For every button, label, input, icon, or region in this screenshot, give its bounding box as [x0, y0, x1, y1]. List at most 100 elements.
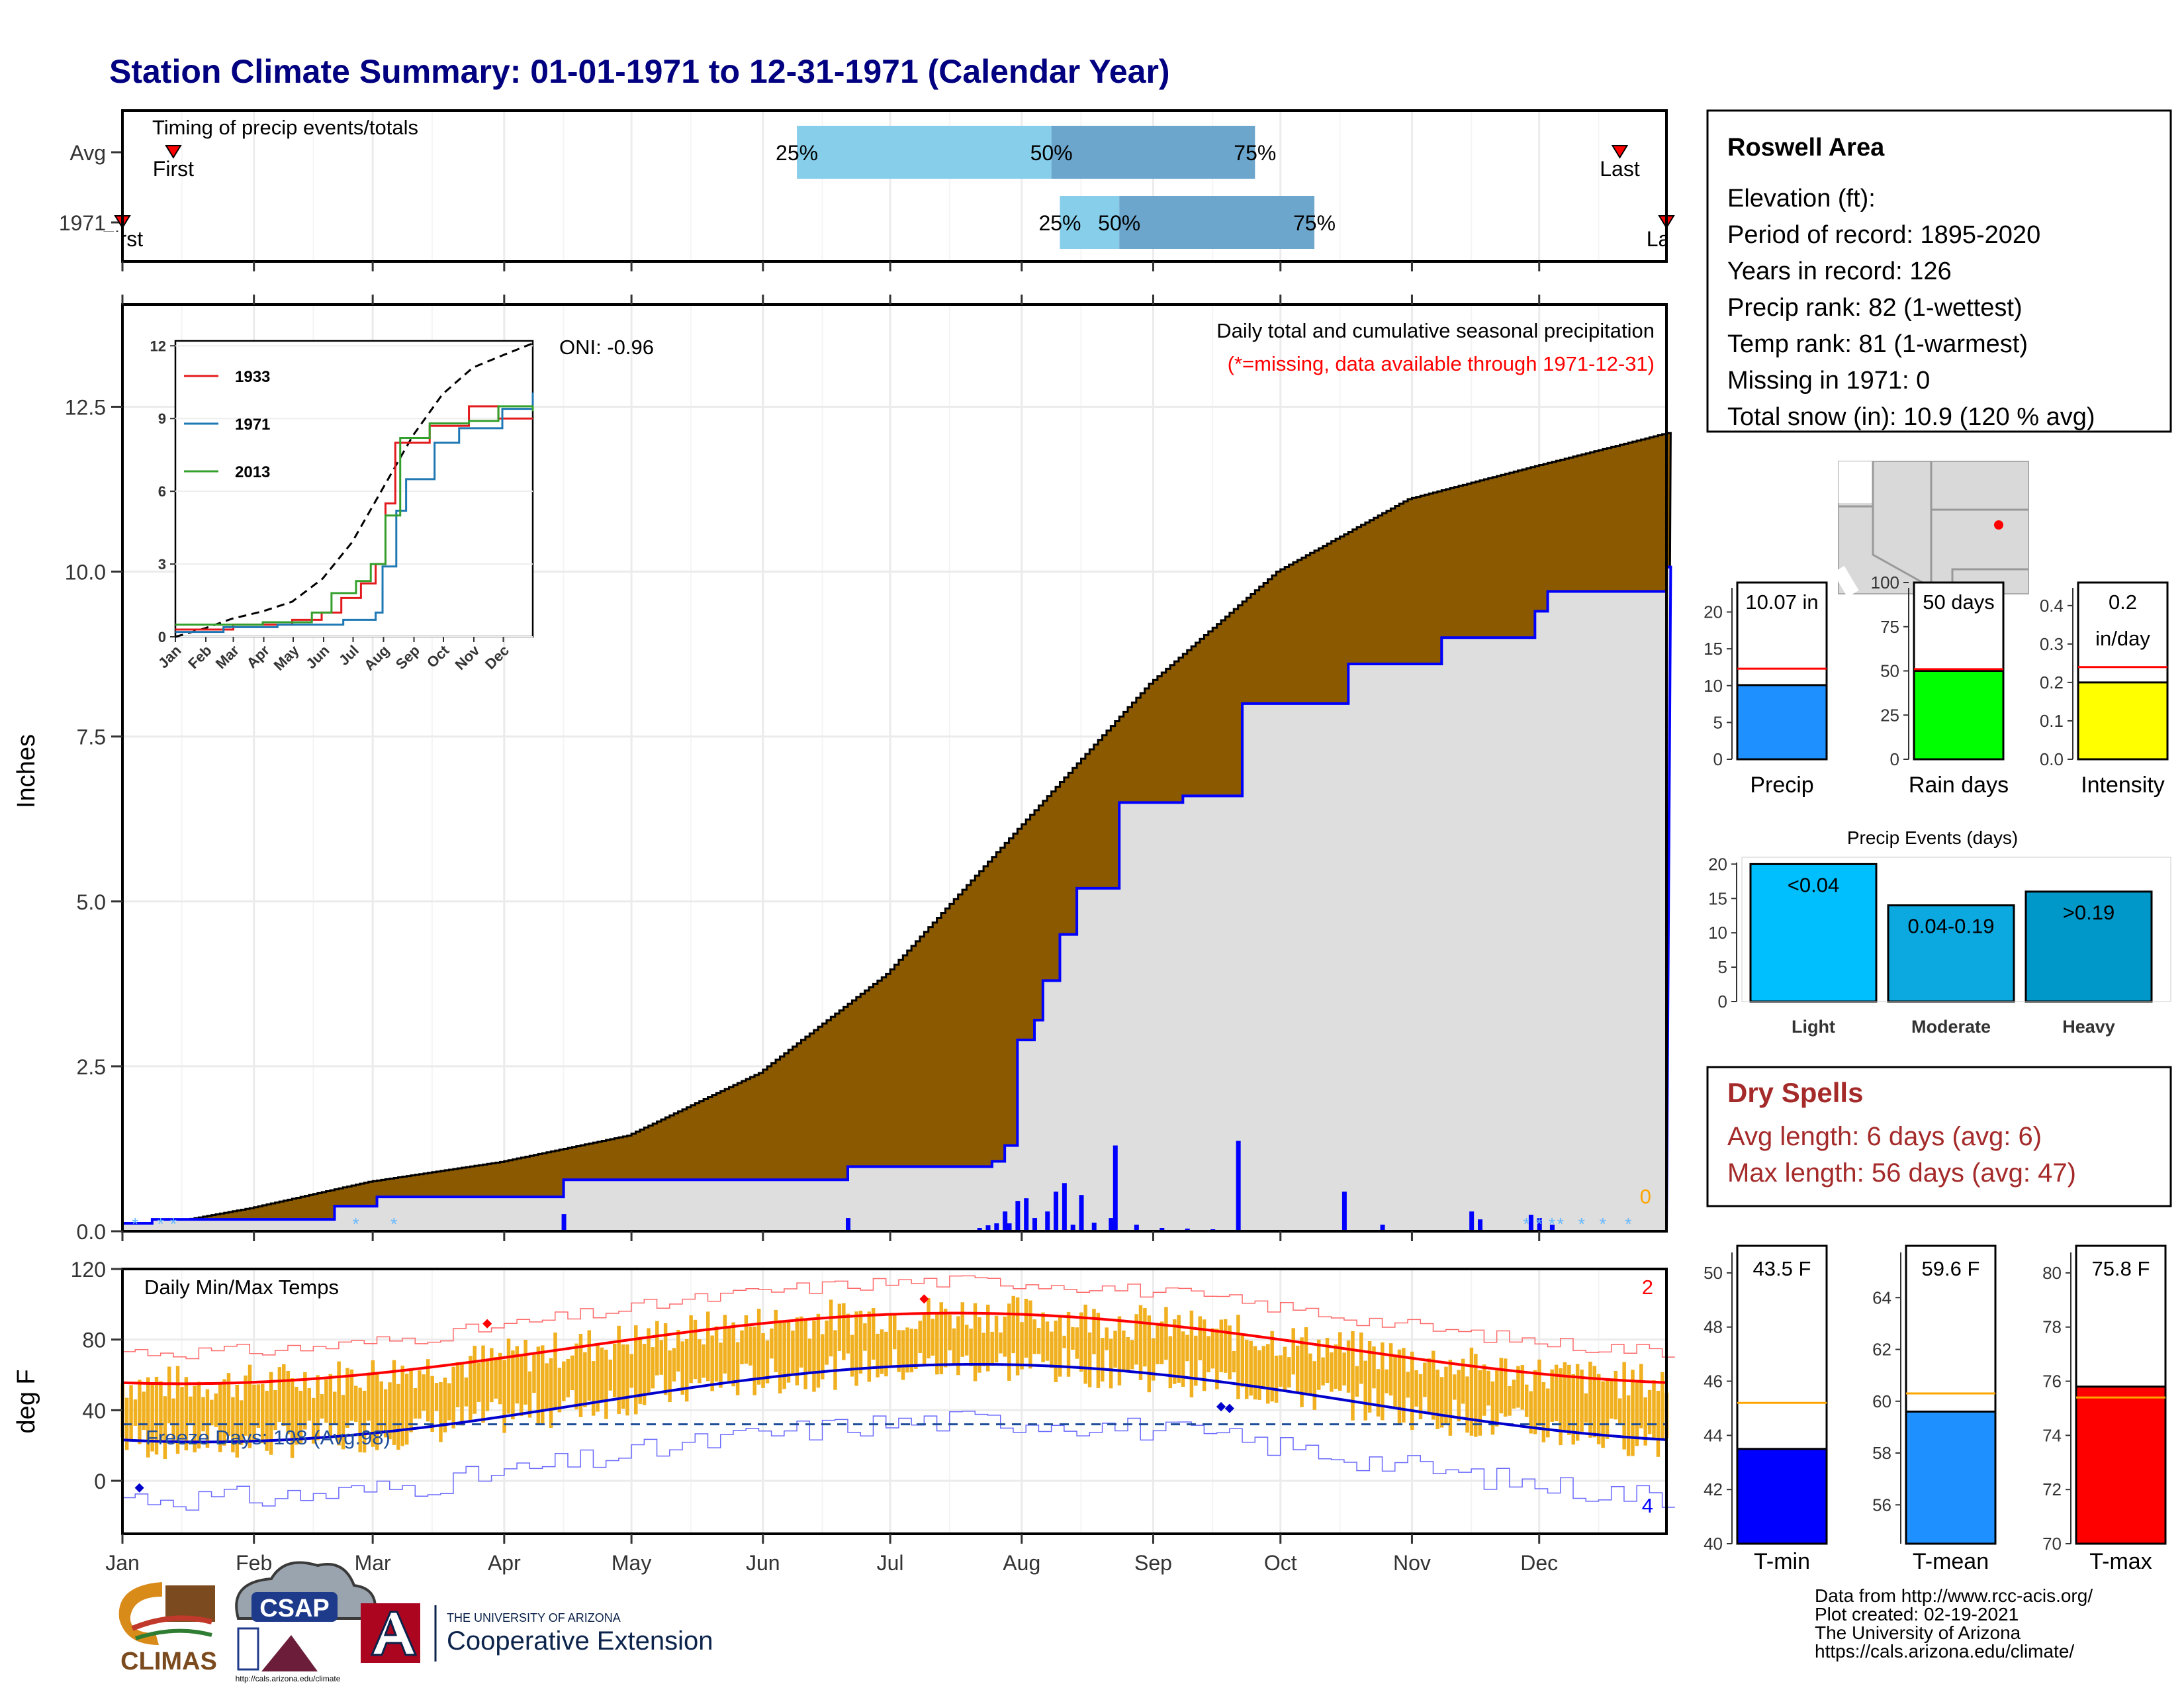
daily-temp-range [812, 1320, 816, 1392]
month-label: May [612, 1551, 651, 1575]
daily-temp-range [1291, 1328, 1295, 1375]
daily-temp-range [298, 1390, 303, 1444]
climas-logo-text: CLIMAS [120, 1648, 217, 1675]
event-bar [1749, 863, 1878, 1003]
daily-temp-range [705, 1311, 710, 1382]
daily-temp-range [443, 1378, 447, 1432]
station-location-dot [1994, 520, 2003, 530]
daily-temp-range [1304, 1327, 1308, 1393]
station-info-line: Period of record: 1895-2020 [1727, 221, 2040, 249]
timing-bar-50-75 [1051, 126, 1255, 179]
daily-temp-range [1529, 1391, 1533, 1434]
footer-line: Data from http://www.rcc-acis.org/ [1815, 1585, 2093, 1606]
ua-bottom-text: Cooperative Extension [447, 1626, 713, 1656]
bar-panel-label: Intensity [2081, 773, 2165, 798]
event-bar-label: 0.04-0.19 [1908, 915, 1995, 938]
station-info-line: Temp rank: 81 (1-warmest) [1727, 330, 2028, 358]
daily-temp-range [1402, 1348, 1406, 1423]
temp-bar-ytick-label: 48 [1704, 1317, 1723, 1337]
temp-bar-ytick-label: 72 [2042, 1479, 2062, 1499]
temp-bar-value-label: 75.8 F [2092, 1257, 2150, 1280]
daily-temp-range [1334, 1344, 1338, 1389]
daily-temp-range [1253, 1346, 1257, 1400]
record-high-marker [482, 1319, 492, 1329]
daily-temp-range [1614, 1370, 1618, 1420]
daily-temp-range [1147, 1315, 1152, 1393]
daily-temp-range [256, 1384, 261, 1429]
daily-temp-range [791, 1331, 795, 1374]
daily-temp-range [231, 1397, 235, 1453]
daily-temp-range [1601, 1381, 1605, 1448]
timing-pct-50: 50% [1098, 211, 1140, 235]
temp-bar-label: T-mean [1913, 1549, 1989, 1574]
temp-bar-ytick-label: 50 [1704, 1263, 1723, 1283]
daily-temp-range [1228, 1325, 1232, 1380]
bar-panel-ytick-label: 75 [1880, 617, 1899, 637]
daily-temp-range [193, 1385, 197, 1452]
daily-temp-range [1194, 1335, 1198, 1386]
temp-ytick-label: 0 [94, 1470, 106, 1493]
daily-temp-range [1087, 1332, 1092, 1387]
temp-bar-ytick-label: 80 [2042, 1263, 2062, 1283]
daily-temp-range [201, 1397, 205, 1432]
daily-temp-range [1003, 1316, 1007, 1357]
ua-logo: THE UNIVERSITY OF ARIZONA Cooperative Ex… [361, 1603, 713, 1663]
precip-panel: * * * * * * * * * * * * Inches 0.02.55.07.510.012.5… [13, 303, 1672, 1244]
station-info-line: Years in record: 126 [1727, 258, 1952, 285]
daily-temp-range [1482, 1364, 1486, 1416]
bar-panel-ytick-label: 5 [1713, 712, 1723, 732]
daily-temp-range [1453, 1374, 1457, 1400]
daily-temp-range [1533, 1370, 1537, 1434]
precip-ytick-label: 7.5 [77, 726, 106, 749]
daily-temp-range [1041, 1312, 1045, 1362]
daily-temp-range [850, 1335, 854, 1377]
daily-temp-range [1181, 1331, 1185, 1387]
daily-temp-range [146, 1377, 150, 1458]
month-label: Apr [488, 1551, 521, 1575]
temp-bar-ytick-label: 74 [2042, 1425, 2062, 1445]
daily-temp-range [723, 1315, 727, 1374]
daily-temp-range [1554, 1364, 1559, 1422]
events-ytick-label: 20 [1708, 854, 1727, 874]
daily-temp-range [1631, 1370, 1635, 1456]
month-label: Aug [1003, 1551, 1040, 1575]
daily-temp-range [1503, 1358, 1508, 1417]
daily-temp-range [1054, 1321, 1058, 1382]
daily-temp-range [1066, 1311, 1071, 1377]
event-bar [1887, 904, 2015, 1003]
daily-temp-range [426, 1359, 430, 1422]
daily-temp-range [1643, 1397, 1647, 1446]
daily-temp-range [375, 1373, 379, 1450]
temp-count-top: 2 [1642, 1276, 1653, 1299]
daily-temp-range [1160, 1321, 1164, 1364]
daily-precip-bar [1045, 1211, 1050, 1231]
daily-temp-range [816, 1313, 821, 1388]
daily-temp-range [1490, 1381, 1495, 1435]
daily-temp-range [1541, 1382, 1546, 1442]
snow-marker: * [1549, 1214, 1555, 1234]
temp-bar-value [1736, 1448, 1828, 1545]
daily-temp-range [735, 1342, 740, 1395]
daily-temp-range [749, 1327, 752, 1366]
daily-temp-range [1559, 1368, 1563, 1446]
daily-temp-range [583, 1352, 587, 1407]
freeze-days-label: Freeze Days: 108 (Avg:98) [146, 1426, 390, 1449]
daily-temp-range [986, 1304, 990, 1372]
daily-temp-range [1177, 1315, 1181, 1383]
daily-precip-bar [1003, 1211, 1008, 1231]
daily-temp-range [235, 1384, 240, 1458]
daily-temp-range [1626, 1395, 1631, 1456]
daily-precip-bar [985, 1225, 991, 1231]
daily-temp-range [286, 1370, 290, 1434]
daily-temp-range [1113, 1331, 1117, 1368]
daily-temp-range [617, 1325, 621, 1415]
daily-temp-range [710, 1335, 714, 1391]
daily-temp-range [167, 1366, 171, 1424]
daily-temp-range [651, 1347, 655, 1389]
daily-temp-range [358, 1387, 362, 1452]
timing-pct-75: 75% [1234, 141, 1276, 165]
events-ytick-label: 15 [1708, 888, 1727, 908]
avg-min-line [122, 1363, 1667, 1444]
timing-title: Timing of precip events/totals [152, 116, 418, 139]
daily-temp-range [939, 1302, 944, 1374]
